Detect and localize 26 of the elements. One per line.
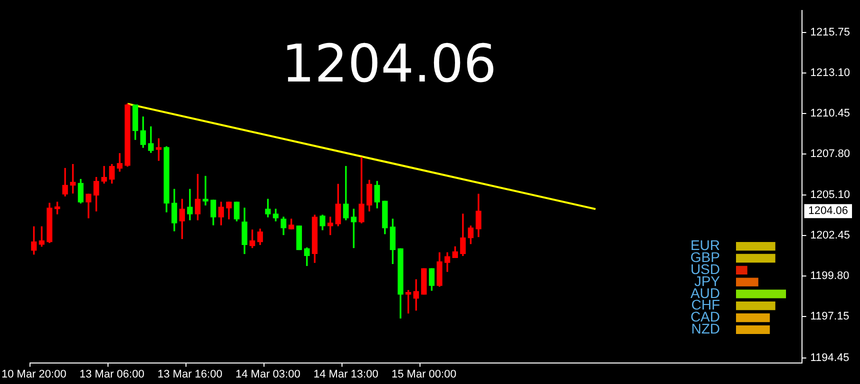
x-tick-label: 15 Mar 00:00 (392, 368, 456, 380)
bar (736, 313, 770, 322)
y-tick-label: 1202.45 (810, 230, 850, 242)
y-tick-label: 1199.80 (810, 270, 850, 282)
y-tick-label: 1194.45 (810, 352, 850, 364)
y-tick-label: 1213.10 (810, 66, 850, 79)
bar (736, 290, 786, 298)
y-tick-label: 1197.15 (810, 310, 850, 323)
x-tick-label: 10 Mar 20:00 (1, 368, 66, 380)
bar (736, 254, 776, 263)
y-tick-label: 1215.75 (810, 26, 850, 38)
x-tick-label: 13 Mar 06:00 (79, 368, 144, 380)
bar (736, 242, 776, 251)
bar (736, 278, 758, 286)
x-tick-label: 14 Mar 13:00 (314, 368, 378, 380)
text: 1204.06 (282, 34, 497, 95)
y-tick-label: 1207.80 (810, 148, 850, 160)
bar (736, 325, 770, 334)
x-tick-label: 14 Mar 03:00 (236, 368, 300, 380)
bar (736, 302, 776, 310)
text: 1204.06 (808, 205, 848, 218)
y-tick-label: 1205.10 (810, 189, 850, 202)
bar (736, 266, 748, 274)
x-tick-label: 13 Mar 16:00 (157, 368, 222, 380)
candlestick (202, 176, 208, 206)
y-tick-label: 1210.45 (810, 107, 850, 120)
